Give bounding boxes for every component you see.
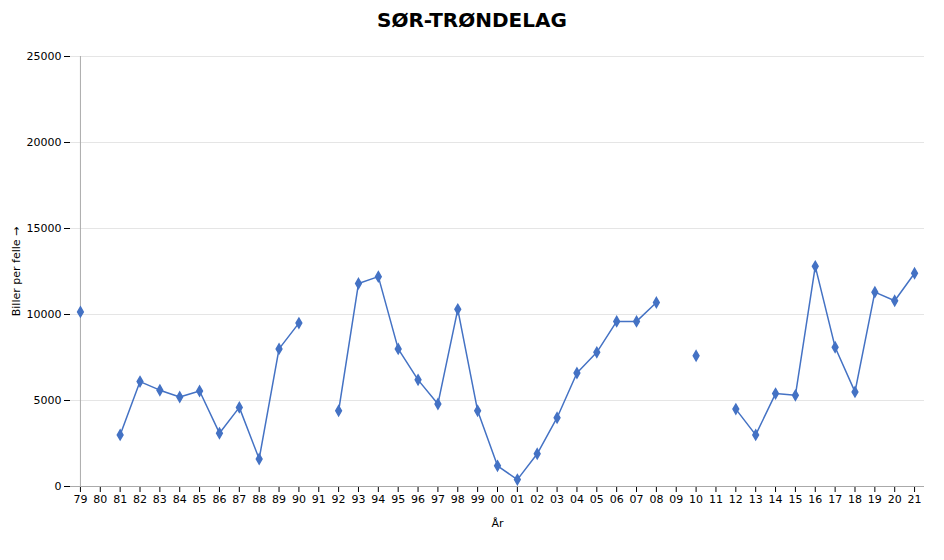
svg-text:19: 19: [868, 493, 882, 506]
svg-text:95: 95: [391, 493, 405, 506]
svg-text:80: 80: [93, 493, 107, 506]
svg-text:15: 15: [788, 493, 802, 506]
svg-text:87: 87: [232, 493, 246, 506]
svg-text:13: 13: [749, 493, 763, 506]
svg-text:08: 08: [649, 493, 663, 506]
svg-text:93: 93: [351, 493, 365, 506]
svg-text:10: 10: [689, 493, 703, 506]
svg-text:92: 92: [332, 493, 346, 506]
svg-text:25000: 25000: [27, 50, 62, 63]
svg-text:97: 97: [431, 493, 445, 506]
svg-text:88: 88: [252, 493, 266, 506]
svg-text:86: 86: [212, 493, 226, 506]
svg-text:99: 99: [471, 493, 485, 506]
svg-text:79: 79: [73, 493, 87, 506]
svg-text:11: 11: [709, 493, 723, 506]
svg-text:07: 07: [630, 493, 644, 506]
svg-text:15000: 15000: [27, 222, 62, 235]
svg-text:96: 96: [411, 493, 425, 506]
svg-text:5000: 5000: [34, 394, 62, 407]
svg-text:01: 01: [510, 493, 524, 506]
svg-text:12: 12: [729, 493, 743, 506]
svg-text:16: 16: [808, 493, 822, 506]
svg-text:00: 00: [491, 493, 505, 506]
svg-text:0: 0: [55, 480, 62, 493]
svg-text:89: 89: [272, 493, 286, 506]
svg-text:91: 91: [312, 493, 326, 506]
svg-text:17: 17: [828, 493, 842, 506]
svg-text:02: 02: [530, 493, 544, 506]
svg-text:20000: 20000: [27, 136, 62, 149]
html-text:SØR-TRØNDELAG: SØR-TRØNDELAG: [377, 8, 567, 32]
svg-text:09: 09: [669, 493, 683, 506]
svg-text:94: 94: [371, 493, 385, 506]
svg-text:83: 83: [153, 493, 167, 506]
svg-text:81: 81: [113, 493, 127, 506]
svg-text:18: 18: [848, 493, 862, 506]
svg-text:82: 82: [133, 493, 147, 506]
svg-text:85: 85: [193, 493, 207, 506]
svg-text:03: 03: [550, 493, 564, 506]
svg-text:98: 98: [451, 493, 465, 506]
svg-text:Biller per felle →: Biller per felle →: [10, 227, 23, 317]
svg-text:10000: 10000: [27, 308, 62, 321]
svg-text:21: 21: [908, 493, 922, 506]
svg-text:05: 05: [590, 493, 604, 506]
svg-text:14: 14: [769, 493, 783, 506]
svg-text:84: 84: [173, 493, 187, 506]
svg-text:20: 20: [888, 493, 902, 506]
svg-text:90: 90: [292, 493, 306, 506]
svg-text:04: 04: [570, 493, 584, 506]
svg-text:År: År: [491, 517, 504, 530]
svg-text:06: 06: [610, 493, 624, 506]
